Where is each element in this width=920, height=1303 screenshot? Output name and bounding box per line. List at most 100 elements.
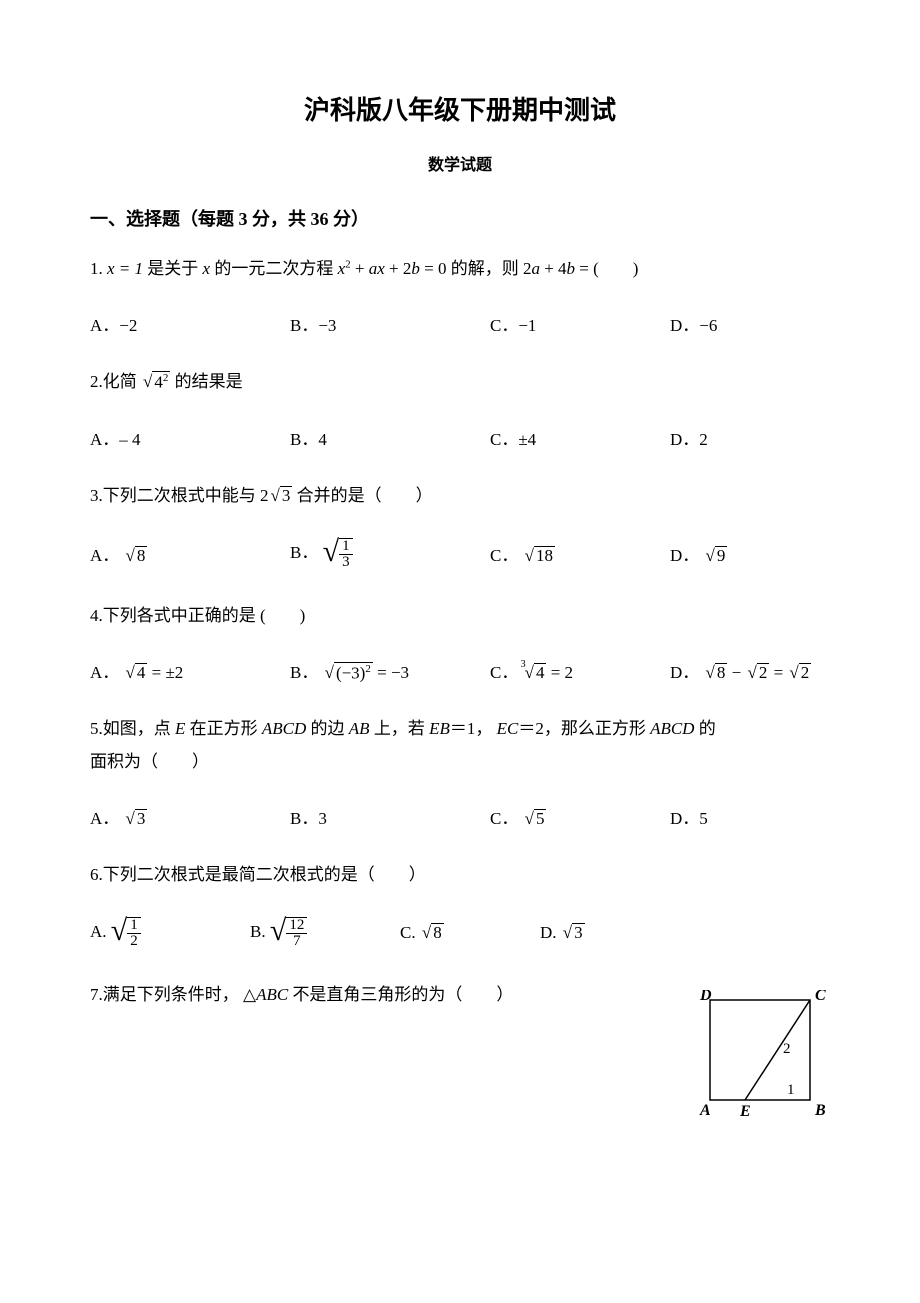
q6-b-label: B. — [250, 922, 266, 941]
q4-d-label: D． — [670, 663, 699, 682]
q4-c-eq: = 2 — [546, 663, 573, 682]
q3-opt-d: D． 9 — [670, 541, 727, 566]
label-A: A — [699, 1102, 711, 1119]
q6-a-label: A. — [90, 922, 107, 941]
q5-a-label: A． — [90, 809, 119, 828]
q4-c-label: C． — [490, 663, 518, 682]
q4-b-eq: = −3 — [373, 663, 409, 682]
q5-E: E — [175, 719, 185, 738]
label-C: C — [815, 990, 826, 1004]
q1-mid2: 的一元二次方程 — [214, 259, 333, 278]
q5-AB: AB — [349, 719, 370, 738]
q6-b-rad: √127 — [270, 917, 307, 949]
label-1: 1 — [787, 1082, 795, 1098]
q3-b-rad: √13 — [323, 538, 353, 570]
q5-opt-a: A． 3 — [90, 804, 290, 829]
q2-opt-a: A．– 4 — [90, 425, 290, 450]
q5-t1: 5.如图，点 — [90, 719, 171, 738]
label-2: 2 — [783, 1041, 791, 1057]
q4-a-rad: 4 — [124, 663, 148, 683]
q5-line2: 面积为（ ） — [90, 752, 209, 771]
q6-c-rad: 8 — [420, 923, 444, 943]
label-E: E — [739, 1103, 751, 1120]
q2-pre: 2.化简 — [90, 372, 137, 391]
q1-paren: ( ) — [593, 259, 638, 278]
question-4: 4.下列各式中正确的是 ( ) — [90, 600, 830, 632]
q4-c-rad: 34 — [523, 663, 547, 683]
q3-b-label: B． — [290, 543, 318, 562]
q5-t2: 在正方形 — [190, 719, 258, 738]
q6-opt-c: C. 8 — [400, 923, 540, 943]
q1-eqx: x = 1 — [107, 259, 143, 278]
q1-opt-d: D．−6 — [670, 311, 717, 336]
q4-opt-c: C． 34 = 2 — [490, 658, 670, 683]
question-3: 3.下列二次根式中能与 23 合并的是（ ） — [90, 480, 830, 512]
q5-opt-b: B．3 — [290, 804, 490, 829]
q5-t7: 的 — [699, 719, 716, 738]
q4-options: A． 4 = ±2 B． (−3)2 = −3 C． 34 = 2 D． 8 −… — [90, 658, 830, 683]
label-B: B — [814, 1102, 826, 1119]
q6-options: A. √12 B. √127 C. 8 D. 3 — [90, 917, 630, 949]
q1-expr: 2a + 4b = — [523, 259, 593, 278]
q5-t6: ＝2，那么正方形 — [518, 719, 646, 738]
q4-b-rad: (−3)2 — [323, 662, 373, 684]
q6-opt-b: B. √127 — [250, 917, 400, 949]
q4-opt-b: B． (−3)2 = −3 — [290, 658, 490, 683]
q6-c-label: C. — [400, 923, 416, 942]
q4-d-mid: − — [727, 663, 745, 682]
q4-a-label: A． — [90, 663, 119, 682]
q4-d-rad2: 2 — [745, 663, 769, 683]
q5-ABCD: ABCD — [262, 719, 306, 738]
q1-eqn: x2 + ax + 2b = 0 — [338, 259, 451, 278]
q3-d-label: D． — [670, 546, 699, 565]
q4-d-rad1: 8 — [704, 663, 728, 683]
q1-pre: 1. — [90, 259, 103, 278]
label-D: D — [699, 990, 712, 1004]
question-2: 2.化简 42 的结果是 — [90, 366, 830, 398]
q5-options: A． 3 B．3 C． 5 D．5 — [90, 804, 830, 829]
q4-opt-d: D． 8 − 2 = 2 — [670, 658, 811, 683]
q3-d-rad: 9 — [704, 546, 728, 566]
q3-post: 合并的是（ ） — [297, 486, 433, 505]
q7-post: 不是直角三角形的为（ ） — [292, 985, 513, 1004]
q5-t5: ＝1， — [450, 719, 493, 738]
q3-pre: 3.下列二次根式中能与 2 — [90, 486, 269, 505]
q5-t4: 上，若 — [374, 719, 425, 738]
question-6: 6.下列二次根式是最简二次根式的是（ ） — [90, 859, 630, 891]
q5-EC: EC — [497, 719, 519, 738]
q2-post: 的结果是 — [175, 372, 243, 391]
q6-opt-d: D. 3 — [540, 923, 585, 943]
q5-c-label: C． — [490, 809, 518, 828]
q3-c-label: C． — [490, 546, 518, 565]
page-title: 沪科版八年级下册期中测试 — [90, 90, 830, 127]
square-diagram: A B C D E 1 2 — [690, 990, 840, 1120]
q5-opt-d: D．5 — [670, 804, 708, 829]
q3-c-rad: 18 — [523, 546, 555, 566]
q6-opt-a: A. √12 — [90, 917, 250, 949]
q2-sqrt: 42 — [141, 366, 170, 398]
q4-b-label: B． — [290, 663, 318, 682]
q1-opt-a: A．−2 — [90, 311, 290, 336]
q7-pre: 7.满足下列条件时， — [90, 985, 239, 1004]
q1-mid1: 是关于 — [147, 259, 198, 278]
q5-a-rad: 3 — [124, 809, 148, 829]
q4-opt-a: A． 4 = ±2 — [90, 658, 290, 683]
question-1: 1. x = 1 是关于 x 的一元二次方程 x2 + ax + 2b = 0 … — [90, 253, 830, 285]
q3-a-label: A． — [90, 546, 119, 565]
q4-a-eq: = ±2 — [147, 663, 183, 682]
q5-ABCD2: ABCD — [650, 719, 694, 738]
q1-mid3: 的解，则 — [451, 259, 519, 278]
q1-opt-b: B．−3 — [290, 311, 490, 336]
q4-d-eq: = — [769, 663, 787, 682]
q3-opt-a: A． 8 — [90, 541, 290, 566]
q2-opt-d: D．2 — [670, 425, 708, 450]
q3-a-rad: 8 — [124, 546, 148, 566]
q4-d-rad3: 2 — [787, 663, 811, 683]
q1-opt-c: C．−1 — [490, 311, 670, 336]
q3-sqrt: 3 — [269, 480, 293, 512]
q7-tri: △ABC — [243, 985, 288, 1004]
q1-varx: x — [203, 259, 215, 278]
q3-opt-c: C． 18 — [490, 541, 670, 566]
q6-d-rad: 3 — [561, 923, 585, 943]
q5-EB: EB — [429, 719, 450, 738]
